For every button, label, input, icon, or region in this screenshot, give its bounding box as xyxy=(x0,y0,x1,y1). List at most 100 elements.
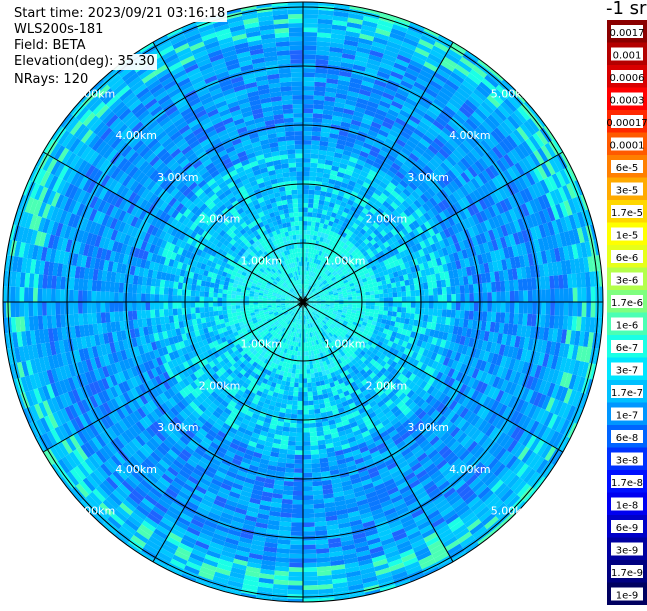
heatmap-cell xyxy=(388,306,393,311)
heatmap-cell xyxy=(200,297,205,302)
heatmap-cell xyxy=(309,176,316,181)
heatmap-cell xyxy=(291,373,295,378)
heatmap-cell xyxy=(196,285,201,291)
heatmap-cell xyxy=(414,284,419,291)
heatmap-cell xyxy=(299,217,303,222)
heatmap-cell xyxy=(200,302,205,307)
heatmap-cell xyxy=(218,293,223,298)
heatmap-cell xyxy=(303,441,311,446)
heatmap-cell xyxy=(442,309,447,317)
heatmap-cell xyxy=(303,118,313,123)
heatmap-cell xyxy=(307,226,311,231)
heatmap-cell xyxy=(297,410,303,415)
heatmap-cell xyxy=(374,290,379,294)
heatmap-cell xyxy=(298,203,303,208)
heatmap-cell xyxy=(298,347,301,352)
heatmap-cell xyxy=(191,290,196,296)
heatmap-cell xyxy=(295,459,303,464)
heatmap-cell xyxy=(191,284,196,290)
heatmap-cell xyxy=(310,230,314,235)
heatmap-cell xyxy=(296,172,303,177)
heatmap-cell xyxy=(146,302,151,310)
heatmap-cell xyxy=(201,280,206,286)
heatmap-cell xyxy=(303,473,312,478)
heatmap-cell xyxy=(150,294,155,302)
heatmap-cell xyxy=(291,414,297,419)
heatmap-cell xyxy=(486,282,491,292)
heatmap-cell xyxy=(213,293,218,298)
heatmap-cell xyxy=(285,127,294,132)
heatmap-cell xyxy=(402,297,407,302)
heatmap-cell xyxy=(379,298,384,302)
heatmap-cell xyxy=(305,347,308,352)
heatmap-cell xyxy=(352,305,357,308)
heatmap-cell xyxy=(311,217,316,222)
heatmap-cell xyxy=(214,315,219,320)
heatmap-cell xyxy=(169,281,174,288)
heatmap-cell xyxy=(383,310,388,315)
heatmap-cell xyxy=(286,463,295,468)
heatmap-cell xyxy=(393,297,398,302)
heatmap-cell xyxy=(483,292,488,302)
heatmap-cell xyxy=(195,296,200,302)
heatmap-cell xyxy=(205,281,210,287)
heatmap-cell xyxy=(318,200,324,205)
heatmap-cell xyxy=(411,296,416,302)
heatmap-cell xyxy=(370,309,375,313)
heatmap-cell xyxy=(119,283,124,293)
heatmap-cell xyxy=(249,305,254,308)
heatmap-cell xyxy=(312,472,321,477)
heatmap-cell xyxy=(306,365,310,370)
heatmap-cell xyxy=(288,158,296,163)
heatmap-cell xyxy=(397,292,402,297)
heatmap-cell xyxy=(303,374,307,379)
heatmap-cell xyxy=(303,149,311,154)
heatmap-cell xyxy=(168,302,173,309)
heatmap-cell xyxy=(210,282,215,288)
heatmap-cell xyxy=(231,302,236,306)
heatmap-cell xyxy=(186,290,191,296)
heatmap-cell xyxy=(411,302,416,308)
heatmap-cell xyxy=(155,286,160,294)
heatmap-cell xyxy=(405,285,410,291)
heatmap-cell xyxy=(236,305,241,309)
heatmap-cell xyxy=(283,426,290,431)
heatmap-cell xyxy=(308,392,313,397)
heatmap-cell xyxy=(303,172,310,177)
heatmap-cell xyxy=(315,186,322,191)
heatmap-cell xyxy=(285,409,291,414)
heatmap-cell xyxy=(303,127,312,132)
heatmap-cell xyxy=(310,436,318,441)
heatmap-cell xyxy=(423,282,428,289)
heatmap-cell xyxy=(415,308,420,314)
heatmap-cell xyxy=(164,302,169,309)
heatmap-cell xyxy=(387,288,392,293)
heatmap-cell xyxy=(366,295,371,299)
heatmap-cell xyxy=(316,213,321,218)
heatmap-cell xyxy=(397,307,402,312)
heatmap-cell xyxy=(200,312,205,318)
heatmap-cell xyxy=(388,293,393,298)
heatmap-cell xyxy=(438,295,443,302)
heatmap-cell xyxy=(282,168,289,173)
heatmap-cell xyxy=(473,284,478,293)
heatmap-cell xyxy=(295,154,303,159)
heatmap-cell xyxy=(285,190,291,195)
heatmap-cell xyxy=(236,295,241,299)
heatmap-cell xyxy=(231,306,236,310)
heatmap-cell xyxy=(483,302,488,312)
heatmap-cell xyxy=(200,291,205,297)
heatmap-cell xyxy=(236,291,241,295)
heatmap-cell xyxy=(293,482,303,487)
heatmap-cell xyxy=(295,221,299,226)
heatmap-cell xyxy=(423,315,428,322)
heatmap-cell xyxy=(396,312,401,318)
heatmap-cell xyxy=(428,288,433,295)
heatmap-cell xyxy=(303,410,309,415)
heatmap-cell xyxy=(316,177,323,182)
heatmap-cell xyxy=(128,284,133,293)
heatmap-cell xyxy=(298,253,301,258)
heatmap-cell xyxy=(168,295,173,302)
heatmap-cell xyxy=(314,409,320,414)
heatmap-cell xyxy=(429,302,434,309)
